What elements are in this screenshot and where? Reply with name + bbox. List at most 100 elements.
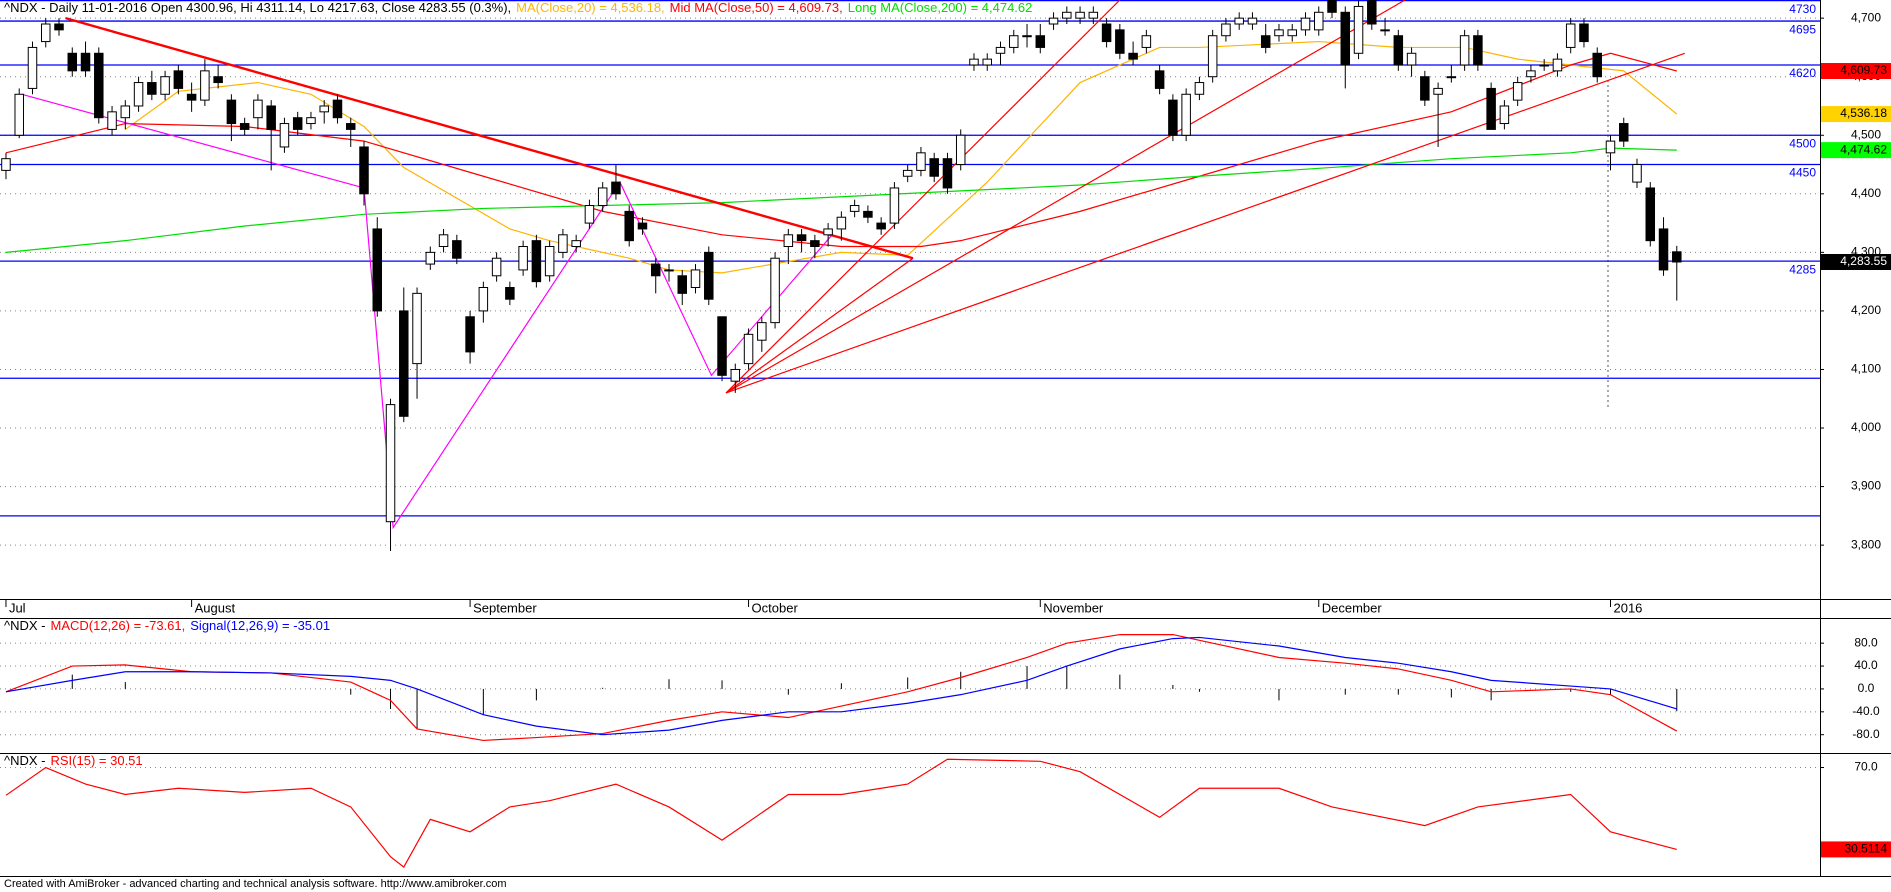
y-tick-label: 4,500 [1851, 127, 1881, 141]
candle-body [173, 70, 184, 89]
candle-body [1433, 87, 1443, 95]
candle-body [942, 158, 953, 189]
x-tick-label: October [752, 600, 799, 615]
candle-body [1420, 76, 1430, 101]
candle-body [200, 70, 210, 101]
candle-body [836, 216, 847, 230]
candle-body [1022, 35, 1032, 38]
value-badge-label: 4,474.62 [1840, 142, 1887, 156]
level-label: 4285 [1789, 262, 1816, 276]
value-badge-label: 4,536.18 [1840, 106, 1887, 120]
candle-body [1353, 5, 1364, 54]
candle-body [80, 52, 91, 72]
header-part: ^NDX - Daily 11-01-2016 Open 4300.96, Hi… [4, 0, 511, 15]
series-line [5, 636, 1677, 736]
series-line [5, 758, 1677, 868]
candle-body [1327, 0, 1337, 13]
y-tick-label: 4,100 [1851, 362, 1881, 376]
footer: Created with AmiBroker - advanced charti… [4, 878, 507, 890]
value-badge [1821, 106, 1891, 123]
value-badge-label: 4,609.73 [1840, 63, 1887, 77]
candle-body [186, 93, 197, 101]
candle-body [1128, 52, 1138, 60]
trend-line [21, 93, 833, 530]
y-tick-label: 4,700 [1851, 10, 1881, 24]
candle-body [1115, 29, 1125, 54]
candle-body [345, 123, 356, 130]
candle-body [1260, 35, 1271, 48]
value-badge-label: 30.5114 [1845, 842, 1888, 856]
candle-body [1486, 87, 1496, 130]
candle-body [1658, 228, 1669, 271]
y-tick-label: 3,800 [1851, 537, 1881, 551]
candle-body [916, 152, 926, 171]
candle-body [1512, 82, 1523, 101]
candle-body [518, 246, 528, 271]
header-part: ^NDX - [4, 753, 46, 768]
candle-body [849, 205, 860, 212]
candle-body [1300, 17, 1311, 31]
candle-body [1406, 52, 1417, 66]
series-line [5, 147, 1677, 253]
candle-body [505, 286, 515, 300]
candle-body [823, 228, 833, 236]
candle-body [40, 23, 51, 43]
candle-body [491, 257, 502, 277]
candle-body [399, 310, 409, 417]
candle-body [1499, 105, 1510, 125]
candle-body [1048, 17, 1059, 25]
header-part: Mid MA(Close,50) = 4,609.73, [670, 0, 843, 15]
candle-body [1274, 29, 1284, 37]
candle-body [160, 76, 170, 95]
panel-header: ^NDX - Daily 11-01-2016 Open 4300.96, Hi… [4, 0, 1032, 15]
trend-line [725, 257, 914, 394]
candle-body [1075, 11, 1085, 19]
level-label: 4500 [1789, 136, 1816, 150]
value-badge-label: 4,283.55 [1840, 254, 1887, 268]
level-label: 4620 [1789, 66, 1816, 80]
y-tick-label: -80.0 [1852, 727, 1880, 741]
candle-body [690, 269, 701, 288]
candle-body [120, 105, 131, 119]
candle-body [611, 181, 621, 195]
candle-body [239, 123, 250, 130]
candle-body [359, 146, 369, 195]
candle-body [1247, 17, 1258, 25]
candle-body [253, 99, 263, 119]
panel-header: ^NDX - MACD(12,26) = -73.61, Signal(12,26,… [4, 618, 330, 633]
x-tick-label: December [1322, 600, 1383, 615]
x-tick-label: September [473, 600, 537, 615]
value-badge [1821, 841, 1891, 858]
y-tick-label: 4,200 [1851, 303, 1881, 317]
candle-body [1459, 35, 1470, 66]
candle-body [1526, 70, 1536, 78]
header-part: RSI(15) = 30.51 [51, 753, 143, 768]
header-part: MA(Close,20) = 4,536.18, [516, 0, 665, 15]
header-part: Signal(12,26,9) = -35.01 [190, 618, 330, 633]
y-tick-label: 3,900 [1851, 479, 1881, 493]
candle-body [319, 105, 329, 113]
y-tick-label: 80.0 [1854, 635, 1878, 649]
candle-body [863, 210, 873, 218]
candle-body [876, 222, 886, 230]
candle-body [1035, 35, 1046, 48]
trend-line [725, 0, 1121, 394]
candle-body [465, 316, 475, 353]
candle-body [107, 111, 117, 130]
trend-line [725, 52, 1685, 394]
candle-body [1552, 58, 1563, 72]
candle-body [783, 234, 794, 248]
candle-body [1181, 93, 1191, 136]
candle-body [1009, 35, 1019, 48]
candle-body [1473, 35, 1483, 66]
candle-body [810, 240, 820, 248]
candle-body [889, 187, 900, 224]
candle-body [544, 246, 555, 277]
candle-body [571, 240, 581, 248]
header-part: MACD(12,26) = -73.61, [51, 618, 186, 633]
candle-body [796, 234, 807, 242]
candle-body [279, 123, 290, 148]
candle-body [1672, 251, 1682, 263]
